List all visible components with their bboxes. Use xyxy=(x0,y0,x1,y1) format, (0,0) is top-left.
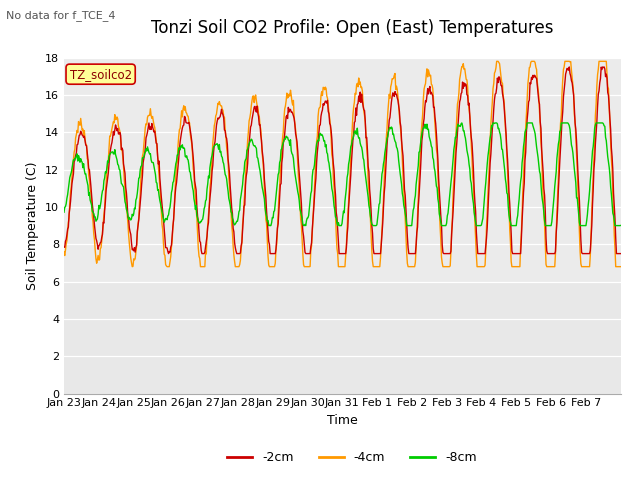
Legend: -2cm, -4cm, -8cm: -2cm, -4cm, -8cm xyxy=(222,446,482,469)
Text: No data for f_TCE_4: No data for f_TCE_4 xyxy=(6,10,116,21)
Text: Tonzi Soil CO2 Profile: Open (East) Temperatures: Tonzi Soil CO2 Profile: Open (East) Temp… xyxy=(151,19,553,37)
Text: TZ_soilco2: TZ_soilco2 xyxy=(70,68,132,81)
Y-axis label: Soil Temperature (C): Soil Temperature (C) xyxy=(26,161,40,290)
Bar xyxy=(64,58,621,282)
X-axis label: Time: Time xyxy=(327,414,358,427)
